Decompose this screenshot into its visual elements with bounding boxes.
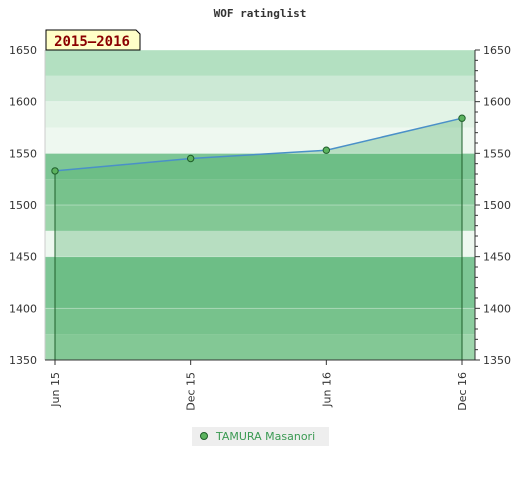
data-point bbox=[458, 114, 466, 122]
y-tick-label-left: 1350 bbox=[9, 354, 37, 367]
y-tick-label-left: 1450 bbox=[9, 251, 37, 264]
x-tick-label: Dec 16 bbox=[456, 372, 469, 411]
period-label: 2015–2016 bbox=[54, 34, 130, 50]
background-band bbox=[45, 334, 475, 360]
background-band bbox=[45, 153, 475, 180]
y-tick-label-left: 1500 bbox=[9, 199, 37, 212]
y-tick-label-right: 1350 bbox=[483, 354, 511, 367]
area-fill bbox=[55, 118, 462, 360]
chart-title: WOF ratinglist bbox=[214, 7, 307, 20]
period-badge-shape bbox=[45, 29, 141, 51]
series-area bbox=[55, 118, 462, 360]
series-line-path bbox=[54, 117, 463, 172]
background-band bbox=[45, 308, 475, 335]
data-point bbox=[51, 167, 59, 175]
left-y-axis: 1350 1400 1450 1500 1550 1600 1650 bbox=[9, 44, 46, 367]
x-axis: Jun 15 Dec 15 Jun 16 Dec 16 bbox=[45, 359, 475, 411]
background-band bbox=[45, 50, 475, 76]
y-tick-label-right: 1500 bbox=[483, 199, 511, 212]
background-band bbox=[45, 205, 475, 231]
series-line bbox=[54, 117, 463, 172]
background-band bbox=[45, 282, 475, 309]
y-tick-label-right: 1400 bbox=[483, 302, 511, 315]
y-tick-label-left: 1400 bbox=[9, 302, 37, 315]
data-point bbox=[322, 146, 331, 154]
background-band bbox=[45, 75, 475, 102]
y-tick-label-right: 1450 bbox=[483, 251, 511, 264]
background-band bbox=[45, 230, 475, 257]
y-tick-label-right: 1600 bbox=[483, 96, 511, 109]
background-bands bbox=[45, 50, 475, 360]
y-tick-label-right: 1650 bbox=[483, 44, 511, 57]
legend-marker bbox=[200, 432, 208, 440]
x-tick-label: Jun 15 bbox=[49, 372, 62, 408]
data-points bbox=[51, 114, 466, 175]
legend-series-name: TAMURA Masanori bbox=[215, 430, 315, 443]
drop-lines bbox=[54, 118, 463, 360]
x-tick-label: Dec 15 bbox=[185, 372, 198, 411]
y-tick-label-left: 1600 bbox=[9, 96, 37, 109]
y-tick-label-left: 1550 bbox=[9, 147, 37, 160]
x-tick-label: Jun 16 bbox=[320, 372, 333, 408]
y-tick-label-right: 1550 bbox=[483, 147, 511, 160]
background-band bbox=[45, 256, 475, 283]
legend: TAMURA Masanori bbox=[192, 427, 329, 446]
right-y-axis: 1350 1400 1450 1500 1550 1600 1650 bbox=[474, 44, 511, 367]
y-tick-label-left: 1650 bbox=[9, 44, 37, 57]
legend-box bbox=[192, 427, 329, 446]
background-band bbox=[45, 179, 475, 205]
background-band bbox=[45, 101, 475, 128]
data-point bbox=[186, 154, 195, 163]
period-badge: 2015–2016 bbox=[45, 29, 141, 51]
